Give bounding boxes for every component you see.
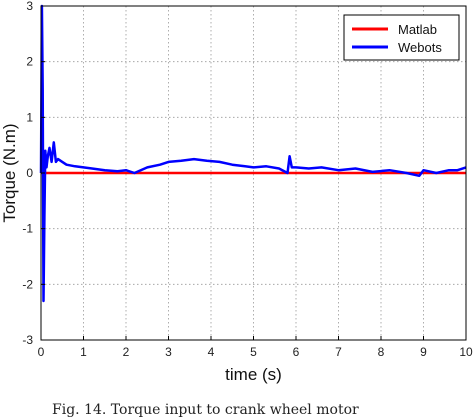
- legend-label-webots: Webots: [398, 40, 442, 55]
- y-tick-label: -2: [22, 277, 33, 291]
- x-tick-label: 3: [165, 345, 172, 359]
- x-tick-label: 0: [38, 345, 45, 359]
- x-tick-label: 6: [293, 345, 300, 359]
- series-line-webots: [39, 4, 467, 303]
- y-tick-label: -3: [22, 333, 33, 347]
- series-lines: [39, 4, 467, 303]
- x-axis-label: time (s): [225, 365, 282, 384]
- x-tick-label: 10: [459, 345, 473, 359]
- legend-label-matlab: Matlab: [398, 22, 437, 37]
- x-tick-label: 8: [378, 345, 385, 359]
- y-tick-label: 2: [26, 55, 33, 69]
- y-tick-label: 3: [26, 0, 33, 13]
- y-tick-label: -1: [22, 222, 33, 236]
- x-tick-label: 1: [80, 345, 87, 359]
- x-tick-label: 5: [250, 345, 257, 359]
- y-tick-label: 0: [26, 166, 33, 180]
- x-tick-label: 7: [335, 345, 342, 359]
- figure-caption: Fig. 14. Torque input to crank wheel mot…: [52, 402, 359, 418]
- x-tick-label: 2: [123, 345, 130, 359]
- x-tick-label: 4: [208, 345, 215, 359]
- x-axis-ticks: 0 1 2 3 4 5 6 7 8 9 10: [38, 336, 473, 359]
- legend-box: [343, 14, 460, 61]
- y-tick-label: 1: [26, 110, 33, 124]
- x-tick-label: 9: [420, 345, 427, 359]
- legend: Matlab Webots: [343, 14, 460, 61]
- y-axis-ticks: 3 2 1 0 -1 -2 -3: [22, 0, 45, 347]
- y-axis-label: Torque (N.m): [0, 123, 19, 222]
